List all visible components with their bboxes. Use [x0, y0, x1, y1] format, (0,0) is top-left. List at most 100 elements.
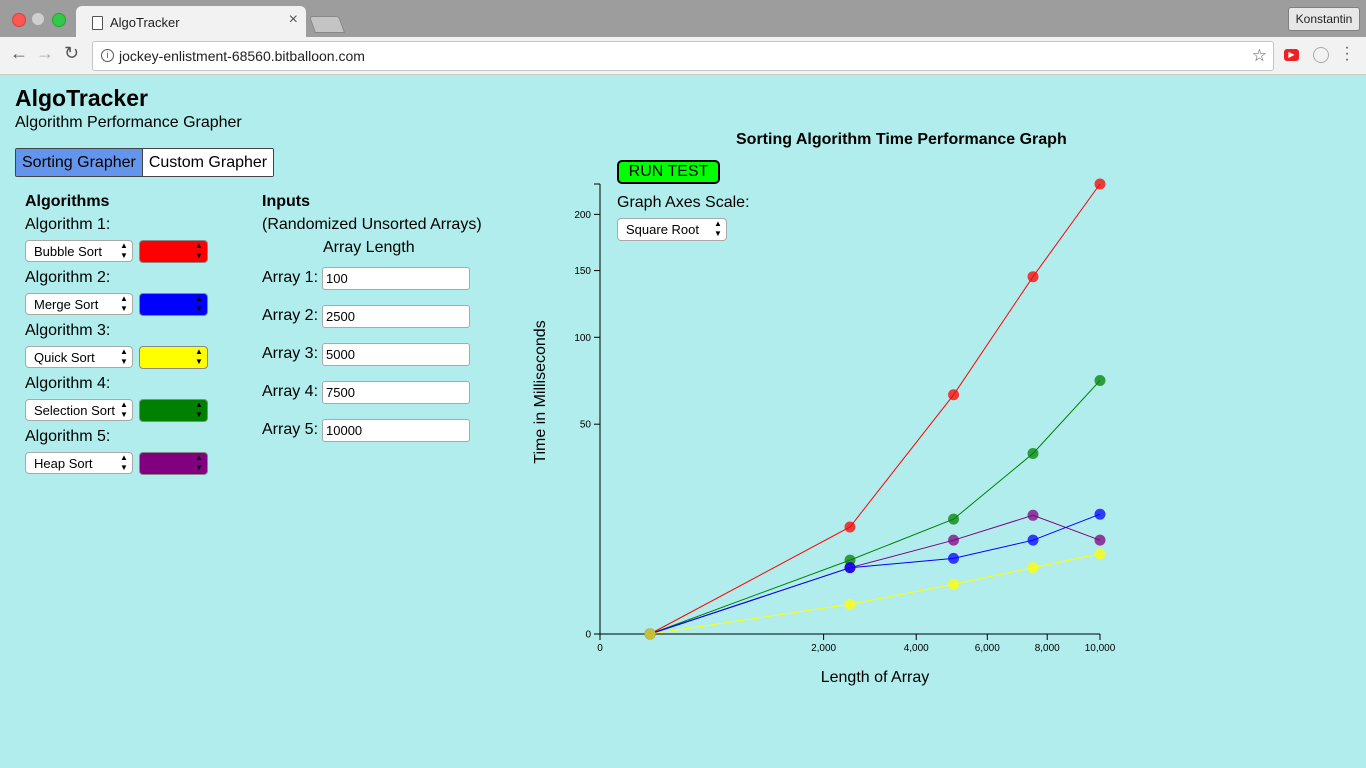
browser-titlebar: AlgoTracker × Konstantin: [0, 0, 1366, 37]
algorithm-5-selected: Heap Sort: [34, 456, 93, 471]
tab-sorting-grapher[interactable]: Sorting Grapher: [16, 149, 143, 176]
x-tick-label: 0: [597, 643, 603, 654]
chevron-updown-icon: ▲ ▼: [195, 241, 203, 260]
algorithm-1-select[interactable]: Bubble Sort ▲ ▼: [25, 240, 133, 262]
page-icon: [92, 16, 103, 30]
axes-scale-select[interactable]: Square Root ▲ ▼: [617, 218, 727, 241]
chevron-updown-icon: ▲ ▼: [195, 294, 203, 313]
algorithms-heading: Algorithms: [25, 193, 110, 210]
data-point-2: [1027, 448, 1039, 460]
close-tab-icon[interactable]: ×: [288, 11, 298, 28]
algorithm-2-label: Algorithm 2:: [25, 269, 111, 286]
chevron-updown-icon: ▲ ▼: [195, 453, 203, 472]
algorithm-1-selected: Bubble Sort: [34, 244, 102, 259]
data-point-2: [844, 554, 856, 566]
x-tick-label: 4,000: [904, 643, 929, 654]
data-point-1: [1094, 178, 1106, 190]
algorithm-4-select[interactable]: Selection Sort ▲ ▼: [25, 399, 133, 421]
tab-custom-grapher[interactable]: Custom Grapher: [142, 149, 274, 176]
array-2-label: Array 2:: [262, 307, 319, 324]
array-3-input[interactable]: 5000: [322, 343, 470, 366]
data-point-4: [1027, 534, 1039, 546]
algorithm-4-label: Algorithm 4:: [25, 375, 111, 392]
info-icon[interactable]: i: [101, 49, 114, 62]
data-point-5: [948, 578, 960, 590]
x-axis-title: Length of Array: [821, 669, 930, 686]
chevron-updown-icon: ▲ ▼: [195, 347, 203, 366]
data-point-3: [1094, 534, 1106, 546]
y-tick-label: 0: [585, 630, 591, 641]
x-tick-label: 2,000: [811, 643, 836, 654]
algorithm-5-color-select[interactable]: ▲ ▼: [139, 452, 208, 475]
chevron-updown-icon: ▲ ▼: [120, 453, 128, 472]
minimize-window-button[interactable]: [32, 13, 44, 25]
browser-tab[interactable]: AlgoTracker ×: [76, 6, 306, 37]
algorithm-4-color-select[interactable]: ▲ ▼: [139, 399, 208, 422]
array-5-input[interactable]: 10000: [322, 419, 470, 442]
algorithm-5-select[interactable]: Heap Sort ▲ ▼: [25, 452, 133, 474]
y-axis-title: Time in Milliseconds: [532, 320, 549, 463]
profile-button[interactable]: Konstantin: [1288, 7, 1360, 31]
mode-tabs: Sorting Grapher Custom Grapher: [15, 148, 275, 177]
data-point-5: [844, 598, 856, 610]
array-2-input[interactable]: 2500: [322, 305, 470, 328]
chevron-updown-icon: ▲ ▼: [120, 400, 128, 419]
address-bar[interactable]: i jockey-enlistment-68560.bitballoon.com…: [92, 41, 1274, 71]
forward-arrow-icon[interactable]: →: [36, 43, 54, 63]
data-point-4: [844, 562, 856, 574]
algorithm-1-color-select[interactable]: ▲ ▼: [139, 240, 208, 263]
menu-dots-icon[interactable]: · · ·: [1344, 39, 1350, 68]
series-line-3: [649, 514, 1101, 635]
algorithm-3-label: Algorithm 3:: [25, 322, 111, 339]
x-tick-label: 8,000: [1035, 643, 1060, 654]
data-point-2: [1094, 374, 1106, 386]
inputs-heading: Inputs: [262, 193, 310, 210]
url-text[interactable]: jockey-enlistment-68560.bitballoon.com: [119, 48, 365, 64]
data-point-3: [1027, 509, 1039, 521]
algorithm-5-label: Algorithm 5:: [25, 428, 111, 445]
y-tick-label: 150: [574, 266, 591, 277]
array-4-input[interactable]: 7500: [322, 381, 470, 404]
y-tick-label: 100: [574, 333, 591, 344]
array-4-label: Array 4:: [262, 383, 319, 400]
chevron-updown-icon: ▲ ▼: [120, 241, 128, 260]
algorithm-1-label: Algorithm 1:: [25, 216, 111, 233]
data-point-4: [1094, 508, 1106, 520]
reload-icon[interactable]: ↻: [64, 43, 80, 63]
extension-icon[interactable]: ▶: [1284, 49, 1299, 61]
chart-title: Sorting Algorithm Time Performance Graph: [736, 131, 1067, 148]
data-point-1: [844, 521, 856, 533]
algorithm-2-select[interactable]: Merge Sort ▲ ▼: [25, 293, 133, 315]
data-point-5: [1027, 562, 1039, 574]
chevron-updown-icon: ▲ ▼: [714, 219, 722, 238]
bookmark-star-icon[interactable]: ☆: [1251, 46, 1267, 65]
back-arrow-icon[interactable]: ←: [10, 43, 28, 63]
array-3-label: Array 3:: [262, 345, 319, 362]
y-tick-label: 50: [580, 420, 592, 431]
algorithm-2-color-select[interactable]: ▲ ▼: [139, 293, 208, 316]
series-line-4: [649, 513, 1101, 635]
data-point-1: [948, 389, 960, 401]
data-point-3: [948, 534, 960, 546]
close-window-button[interactable]: [12, 13, 26, 27]
y-tick-label: 200: [574, 210, 591, 221]
x-tick-label: 10,000: [1085, 643, 1116, 654]
run-test-button[interactable]: RUN TEST: [617, 160, 720, 184]
array-5-label: Array 5:: [262, 421, 319, 438]
algorithm-4-selected: Selection Sort: [34, 403, 115, 418]
array-1-input[interactable]: 100: [322, 267, 470, 290]
algorithm-2-selected: Merge Sort: [34, 297, 99, 312]
chevron-updown-icon: ▲ ▼: [120, 347, 128, 366]
array-1-label: Array 1:: [262, 269, 319, 286]
algorithm-3-select[interactable]: Quick Sort ▲ ▼: [25, 346, 133, 368]
data-point-5: [644, 628, 656, 640]
browser-toolbar: ← → ↻ i jockey-enlistment-68560.bitballo…: [0, 37, 1366, 75]
array-length-label: Array Length: [323, 239, 415, 256]
x-tick-label: 6,000: [975, 643, 1000, 654]
axes-scale-label: Graph Axes Scale:: [617, 194, 750, 211]
extension-gray-icon[interactable]: [1313, 47, 1329, 63]
maximize-window-button[interactable]: [52, 13, 66, 27]
chevron-updown-icon: ▲ ▼: [120, 294, 128, 313]
data-point-5: [1094, 548, 1106, 560]
algorithm-3-color-select[interactable]: ▲ ▼: [139, 346, 208, 369]
